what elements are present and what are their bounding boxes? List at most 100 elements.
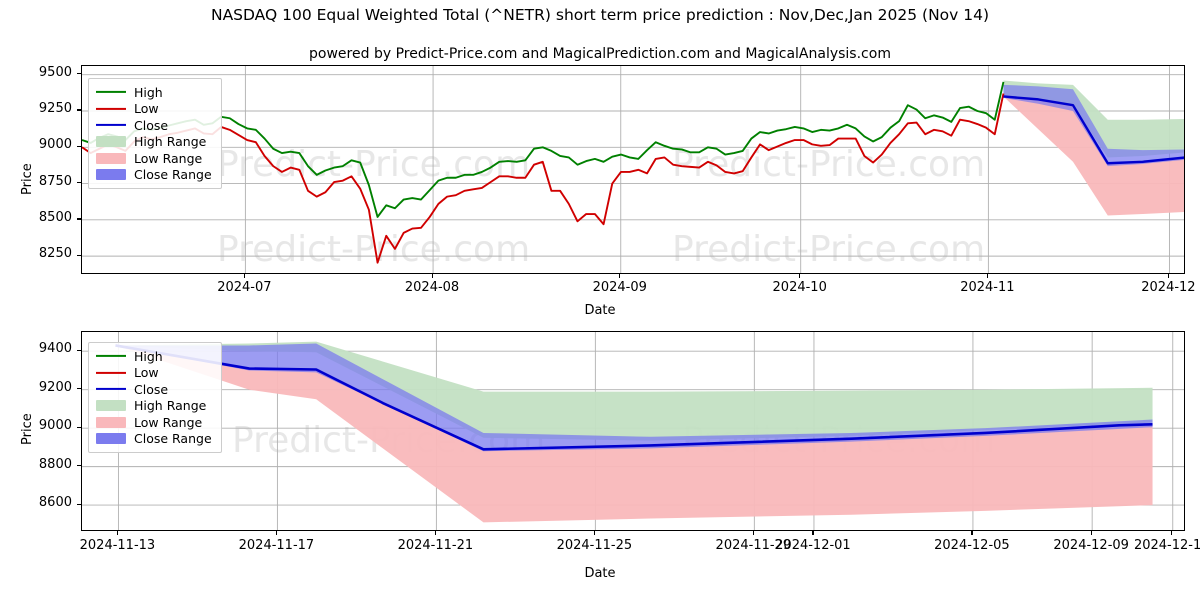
top-chart-legend-item-close-range[interactable]: Close Range <box>96 167 212 184</box>
top-chart-legend-item-high[interactable]: High <box>96 84 212 101</box>
bottom-chart-xtick-label: 2024-11-21 <box>397 538 474 553</box>
bottom-chart-legend-swatch-low-range-icon <box>96 416 126 428</box>
axis-tick-mark <box>799 274 801 278</box>
bottom-chart-legend-label: High <box>134 348 163 364</box>
bottom-chart-xtick-label: 2024-12-01 <box>775 538 851 553</box>
svg-text:Predict-Price.com: Predict-Price.com <box>672 229 985 270</box>
axis-tick-mark <box>77 388 81 390</box>
axis-tick-mark <box>77 182 81 184</box>
top-chart-legend-swatch-high-icon <box>96 86 126 99</box>
bottom-chart-legend-item-low-range[interactable]: Low Range <box>96 414 212 431</box>
top-chart-legend-swatch-low-icon <box>96 102 126 115</box>
bottom-chart-xlabel: Date <box>584 566 616 581</box>
top-chart-legend: High Low Close High Range Low Range Close Ran… <box>88 78 222 189</box>
bottom-chart-legend-swatch-close-range-icon <box>96 433 126 445</box>
bottom-chart-panel: Price 8600 8800 9000 9200 9400 2024-11-13 202… <box>0 320 1200 600</box>
page-title: NASDAQ 100 Equal Weighted Total (^NETR) … <box>210 6 990 24</box>
bottom-chart-ytick-label: 9000 <box>38 418 72 434</box>
svg-text:Predict-Price.com: Predict-Price.com <box>217 144 530 185</box>
axis-tick-mark <box>77 73 81 75</box>
axis-tick-mark <box>593 531 596 535</box>
axis-tick-mark <box>1090 531 1092 535</box>
top-chart-legend-label: Low Range <box>134 150 203 166</box>
bottom-chart-legend-swatch-low-icon <box>96 366 126 379</box>
axis-tick-mark <box>243 274 246 278</box>
axis-tick-mark <box>431 274 433 278</box>
axis-tick-mark <box>77 426 81 428</box>
top-chart-legend-item-low[interactable]: Low <box>96 101 212 118</box>
top-chart-legend-swatch-close-icon <box>96 119 126 132</box>
bottom-chart-xtick-label: 2024-11-29 <box>715 538 792 553</box>
bottom-chart-legend-label: Close Range <box>134 431 212 447</box>
top-chart-xtick-label: 2024-08 <box>404 280 460 295</box>
axis-tick-mark <box>77 503 81 505</box>
axis-tick-mark <box>812 531 814 535</box>
axis-tick-mark <box>1171 531 1173 535</box>
axis-tick-mark <box>971 531 973 535</box>
axis-tick-mark <box>434 531 437 535</box>
bottom-chart-legend: High Low Close High Range Low Range Close Ran… <box>88 342 222 453</box>
bottom-chart-ytick-label: 8600 <box>38 495 72 511</box>
top-chart-ytick-label: 8500 <box>38 209 72 225</box>
bottom-chart-legend-swatch-high-range-icon <box>96 400 126 412</box>
bottom-chart-ytick-label: 9400 <box>38 341 72 357</box>
top-chart-xtick-label: 2024-09 <box>592 280 647 295</box>
bottom-chart-legend-item-high[interactable]: High <box>96 348 212 365</box>
top-chart-xtick-label: 2024-11 <box>960 280 1015 295</box>
bottom-chart-ytick-label: 9200 <box>38 379 72 395</box>
top-chart-legend-label: Close Range <box>134 167 212 183</box>
svg-text:Predict-Price.com: Predict-Price.com <box>672 144 985 185</box>
axis-tick-mark <box>77 218 81 220</box>
top-chart-ytick-label: 9250 <box>38 100 72 116</box>
top-chart-xtick-label: 2024-10 <box>772 280 827 295</box>
bottom-chart-xtick-label: 2024-12-09 <box>1053 538 1129 553</box>
bottom-chart-legend-label: Low <box>134 365 159 381</box>
top-chart-legend-swatch-high-range-icon <box>96 136 126 148</box>
top-chart-svg: Predict-Price.com Predict-Price.com Predic… <box>82 66 1184 273</box>
top-chart-panel: Price 8250 8500 8750 9000 9250 9500 2024-07 20… <box>0 0 1200 320</box>
bottom-chart-legend-label: High Range <box>134 398 207 414</box>
bottom-chart-legend-label: Close <box>134 381 169 397</box>
top-chart-legend-swatch-low-range-icon <box>96 152 126 164</box>
top-chart-legend-item-low-range[interactable]: Low Range <box>96 150 212 167</box>
axis-tick-mark <box>752 531 755 535</box>
bottom-chart-xtick-label: 2024-11-25 <box>556 538 633 553</box>
top-chart-legend-label: High Range <box>134 134 207 150</box>
bottom-chart-ytick-label: 8800 <box>38 456 72 472</box>
bottom-chart-legend-swatch-close-icon <box>96 383 126 396</box>
axis-tick-mark <box>275 531 278 535</box>
top-chart-ytick-label: 9500 <box>38 64 72 80</box>
top-chart-plot-area: Predict-Price.com Predict-Price.com Predic… <box>81 65 1185 274</box>
bottom-chart-legend-item-low[interactable]: Low <box>96 365 212 382</box>
top-chart-legend-label: Close <box>134 117 169 133</box>
page-subtitle: powered by Predict-Price.com and Magical… <box>309 46 891 62</box>
axis-tick-mark <box>619 274 621 278</box>
bottom-chart-legend-label: Low Range <box>134 414 203 430</box>
axis-tick-mark <box>77 254 81 256</box>
top-chart-legend-item-high-range[interactable]: High Range <box>96 134 212 151</box>
top-chart-legend-swatch-close-range-icon <box>96 169 126 181</box>
bottom-chart-legend-item-high-range[interactable]: High Range <box>96 398 212 415</box>
top-chart-xtick-label: 2024-12 <box>1141 280 1196 295</box>
bottom-chart-xtick-label: 2024-11-13 <box>79 538 156 553</box>
bottom-chart-xtick-label: 2024-12-13 <box>1133 538 1200 553</box>
axis-tick-mark <box>77 145 81 147</box>
top-chart-ytick-label: 9000 <box>38 137 72 153</box>
bottom-chart-legend-item-close-range[interactable]: Close Range <box>96 431 212 448</box>
axis-tick-mark <box>77 109 81 111</box>
top-chart-legend-label: Low <box>134 101 159 117</box>
top-chart-legend-label: High <box>134 84 163 100</box>
bottom-chart-legend-item-close[interactable]: Close <box>96 381 212 398</box>
top-chart-legend-item-close[interactable]: Close <box>96 117 212 134</box>
axis-tick-mark <box>77 349 81 351</box>
top-chart-xlabel: Date <box>584 303 616 318</box>
top-chart-xtick-label: 2024-07 <box>217 280 272 295</box>
top-chart-ytick-label: 8750 <box>38 173 72 189</box>
axis-tick-mark <box>986 274 989 278</box>
axis-tick-mark <box>77 465 81 467</box>
bottom-chart-legend-swatch-high-icon <box>96 350 126 363</box>
top-chart-ytick-label: 8250 <box>38 246 72 262</box>
